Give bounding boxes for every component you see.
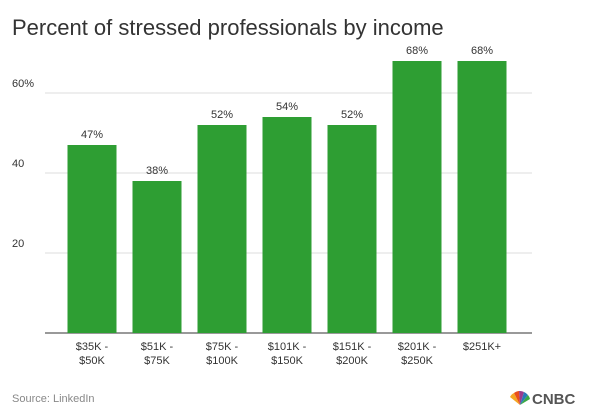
x-tick-label: $151K -$200K bbox=[333, 341, 372, 367]
x-tick-label: $251K+ bbox=[463, 341, 501, 353]
value-label: 52% bbox=[211, 109, 233, 121]
value-label: 68% bbox=[471, 45, 493, 57]
x-tick-label: $75K -$100K bbox=[206, 341, 239, 367]
y-tick-label: 20 bbox=[12, 238, 24, 250]
logo-icon bbox=[510, 390, 530, 405]
chart-title: Percent of stressed professionals by inc… bbox=[12, 15, 444, 40]
source: Source: LinkedIn bbox=[12, 393, 95, 405]
x-tick-label: $35K -$50K bbox=[76, 341, 109, 367]
bar bbox=[262, 117, 312, 333]
value-label: 52% bbox=[341, 109, 363, 121]
value-label: 38% bbox=[146, 165, 168, 177]
value-label: 54% bbox=[276, 101, 298, 113]
y-tick-label: 60% bbox=[12, 78, 34, 90]
x-tick-label: $201K -$250K bbox=[398, 341, 437, 367]
value-label: 68% bbox=[406, 45, 428, 57]
value-label: 47% bbox=[81, 129, 103, 141]
x-tick-label: $51K -$75K bbox=[141, 341, 174, 367]
logo-text: CNBC bbox=[532, 391, 575, 408]
x-tick-label: $101K -$150K bbox=[268, 341, 307, 367]
bar bbox=[132, 181, 182, 333]
bar bbox=[392, 61, 442, 333]
bar bbox=[67, 145, 117, 333]
bar bbox=[457, 61, 507, 333]
bar bbox=[197, 125, 247, 333]
bar bbox=[327, 125, 377, 333]
y-tick-label: 40 bbox=[12, 158, 24, 170]
